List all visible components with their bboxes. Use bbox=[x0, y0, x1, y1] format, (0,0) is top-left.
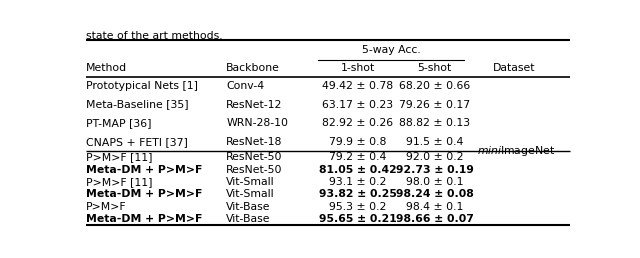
Text: 5-way Acc.: 5-way Acc. bbox=[362, 45, 420, 55]
Text: P>M>F [11]: P>M>F [11] bbox=[86, 152, 152, 162]
Text: 88.82 ± 0.13: 88.82 ± 0.13 bbox=[399, 118, 470, 128]
Text: state of the art methods.: state of the art methods. bbox=[86, 31, 223, 41]
Text: Vit-Small: Vit-Small bbox=[227, 177, 275, 187]
Text: Meta-DM + P>M>F: Meta-DM + P>M>F bbox=[86, 165, 202, 175]
Text: PT-MAP [36]: PT-MAP [36] bbox=[86, 118, 152, 128]
Text: ResNet-50: ResNet-50 bbox=[227, 152, 283, 162]
Text: Meta-Baseline [35]: Meta-Baseline [35] bbox=[86, 100, 189, 110]
Text: CNAPS + FETI [37]: CNAPS + FETI [37] bbox=[86, 137, 188, 147]
Text: Meta-DM + P>M>F: Meta-DM + P>M>F bbox=[86, 189, 202, 199]
Text: 95.65 ± 0.21: 95.65 ± 0.21 bbox=[319, 214, 397, 224]
Text: Vit-Base: Vit-Base bbox=[227, 202, 271, 212]
Text: $\mathit{mini}$ImageNet: $\mathit{mini}$ImageNet bbox=[477, 143, 556, 158]
Text: 92.73 ± 0.19: 92.73 ± 0.19 bbox=[396, 165, 474, 175]
Text: Conv-4: Conv-4 bbox=[227, 81, 264, 91]
Text: 81.05 ± 0.42: 81.05 ± 0.42 bbox=[319, 165, 397, 175]
Text: Meta-DM + P>M>F: Meta-DM + P>M>F bbox=[86, 214, 202, 224]
Text: 63.17 ± 0.23: 63.17 ± 0.23 bbox=[322, 100, 394, 110]
Text: Vit-Base: Vit-Base bbox=[227, 214, 271, 224]
Text: P>M>F: P>M>F bbox=[86, 202, 127, 212]
Text: 98.4 ± 0.1: 98.4 ± 0.1 bbox=[406, 202, 463, 212]
Text: 68.20 ± 0.66: 68.20 ± 0.66 bbox=[399, 81, 470, 91]
Text: 93.1 ± 0.2: 93.1 ± 0.2 bbox=[329, 177, 387, 187]
Text: ResNet-12: ResNet-12 bbox=[227, 100, 283, 110]
Text: Prototypical Nets [1]: Prototypical Nets [1] bbox=[86, 81, 198, 91]
Text: 79.2 ± 0.4: 79.2 ± 0.4 bbox=[329, 152, 387, 162]
Text: WRN-28-10: WRN-28-10 bbox=[227, 118, 288, 128]
Text: 91.5 ± 0.4: 91.5 ± 0.4 bbox=[406, 137, 463, 147]
Text: 79.26 ± 0.17: 79.26 ± 0.17 bbox=[399, 100, 470, 110]
Text: ResNet-50: ResNet-50 bbox=[227, 165, 283, 175]
Text: P>M>F [11]: P>M>F [11] bbox=[86, 177, 152, 187]
Text: 1-shot: 1-shot bbox=[340, 63, 375, 73]
Text: Dataset: Dataset bbox=[493, 63, 535, 73]
Text: ResNet-18: ResNet-18 bbox=[227, 137, 283, 147]
Text: Vit-Small: Vit-Small bbox=[227, 189, 275, 199]
Text: 95.3 ± 0.2: 95.3 ± 0.2 bbox=[329, 202, 387, 212]
Text: Backbone: Backbone bbox=[227, 63, 280, 73]
Text: 82.92 ± 0.26: 82.92 ± 0.26 bbox=[322, 118, 394, 128]
Text: 98.66 ± 0.07: 98.66 ± 0.07 bbox=[396, 214, 474, 224]
Text: 79.9 ± 0.8: 79.9 ± 0.8 bbox=[329, 137, 387, 147]
Text: 49.42 ± 0.78: 49.42 ± 0.78 bbox=[322, 81, 394, 91]
Text: 92.0 ± 0.2: 92.0 ± 0.2 bbox=[406, 152, 463, 162]
Text: 98.0 ± 0.1: 98.0 ± 0.1 bbox=[406, 177, 463, 187]
Text: 98.24 ± 0.08: 98.24 ± 0.08 bbox=[396, 189, 474, 199]
Text: 93.82 ± 0.25: 93.82 ± 0.25 bbox=[319, 189, 397, 199]
Text: Method: Method bbox=[86, 63, 127, 73]
Text: 5-shot: 5-shot bbox=[417, 63, 452, 73]
